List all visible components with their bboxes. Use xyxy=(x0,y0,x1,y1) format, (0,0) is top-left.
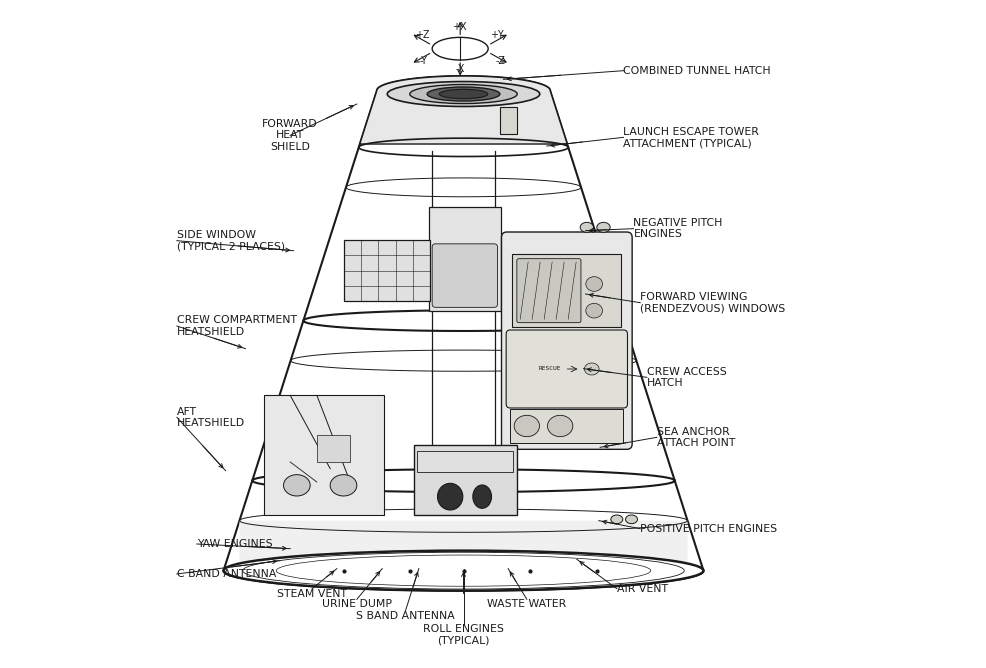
Text: POSITIVE PITCH ENGINES: POSITIVE PITCH ENGINES xyxy=(640,524,777,534)
Text: AFT
HEATSHIELD: AFT HEATSHIELD xyxy=(176,407,245,428)
Text: +X: +X xyxy=(453,22,467,32)
Ellipse shape xyxy=(283,475,310,496)
Bar xyxy=(510,409,623,443)
FancyBboxPatch shape xyxy=(501,232,631,450)
Ellipse shape xyxy=(472,485,491,508)
Text: SIDE WINDOW
(TYPICAL 2 PLACES): SIDE WINDOW (TYPICAL 2 PLACES) xyxy=(176,230,285,251)
Bar xyxy=(317,436,350,462)
Text: NEGATIVE PITCH
ENGINES: NEGATIVE PITCH ENGINES xyxy=(633,218,722,239)
Text: S BAND ANTENNA: S BAND ANTENNA xyxy=(356,611,455,621)
Text: FORWARD
HEAT
SHIELD: FORWARD HEAT SHIELD xyxy=(262,119,317,152)
Polygon shape xyxy=(240,520,687,591)
Text: YAW ENGINES: YAW ENGINES xyxy=(196,539,272,549)
Bar xyxy=(428,207,500,311)
Text: -Y: -Y xyxy=(419,55,427,65)
Ellipse shape xyxy=(580,222,593,232)
Ellipse shape xyxy=(427,87,499,101)
Text: +Z: +Z xyxy=(416,30,430,40)
Bar xyxy=(343,240,430,301)
Ellipse shape xyxy=(586,277,601,291)
Text: +Y: +Y xyxy=(490,30,504,40)
Ellipse shape xyxy=(387,81,539,106)
Ellipse shape xyxy=(223,550,703,591)
Text: COMBINED TUNNEL HATCH: COMBINED TUNNEL HATCH xyxy=(623,65,770,75)
Bar xyxy=(263,395,384,515)
Ellipse shape xyxy=(514,415,539,437)
Ellipse shape xyxy=(586,303,601,318)
Ellipse shape xyxy=(625,515,637,524)
Bar xyxy=(413,446,517,515)
FancyBboxPatch shape xyxy=(517,259,581,323)
Text: -Z: -Z xyxy=(495,55,505,65)
Text: AIR VENT: AIR VENT xyxy=(616,584,668,594)
Ellipse shape xyxy=(439,90,487,99)
Ellipse shape xyxy=(610,515,622,524)
Text: CREW COMPARTMENT
HEATSHIELD: CREW COMPARTMENT HEATSHIELD xyxy=(176,315,297,337)
Text: -X: -X xyxy=(455,64,464,74)
Text: C BAND ANTENNA: C BAND ANTENNA xyxy=(176,569,276,579)
Bar xyxy=(416,451,513,472)
Polygon shape xyxy=(223,76,703,591)
Text: RESCUE: RESCUE xyxy=(538,367,560,371)
Text: STEAM VENT: STEAM VENT xyxy=(277,589,347,599)
Text: LAUNCH ESCAPE TOWER
ATTACHMENT (TYPICAL): LAUNCH ESCAPE TOWER ATTACHMENT (TYPICAL) xyxy=(623,126,758,148)
Ellipse shape xyxy=(584,363,599,375)
Text: FORWARD VIEWING
(RENDEZVOUS) WINDOWS: FORWARD VIEWING (RENDEZVOUS) WINDOWS xyxy=(640,292,785,313)
Text: ROLL ENGINES
(TYPICAL): ROLL ENGINES (TYPICAL) xyxy=(423,624,504,645)
Bar xyxy=(512,254,621,327)
Ellipse shape xyxy=(547,415,572,437)
Text: SEA ANCHOR
ATTACH POINT: SEA ANCHOR ATTACH POINT xyxy=(656,427,735,448)
Bar xyxy=(500,108,517,134)
FancyBboxPatch shape xyxy=(506,330,627,408)
Text: WASTE WATER: WASTE WATER xyxy=(487,599,566,609)
Text: CREW ACCESS
HATCH: CREW ACCESS HATCH xyxy=(646,367,726,388)
FancyBboxPatch shape xyxy=(432,244,497,307)
Ellipse shape xyxy=(597,222,609,232)
Polygon shape xyxy=(360,76,567,144)
Ellipse shape xyxy=(437,484,462,510)
Ellipse shape xyxy=(330,475,357,496)
Text: URINE DUMP: URINE DUMP xyxy=(321,599,391,609)
Ellipse shape xyxy=(409,84,517,104)
Ellipse shape xyxy=(432,37,488,60)
